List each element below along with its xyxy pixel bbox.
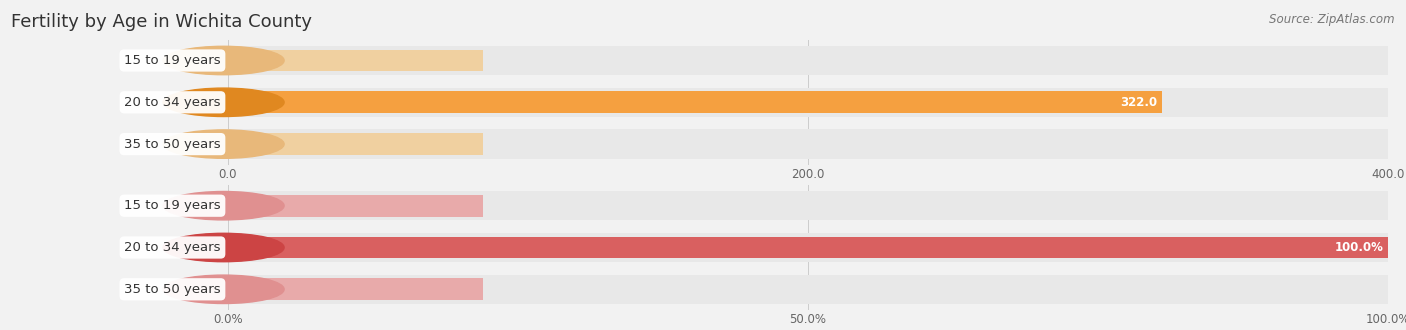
Bar — [228, 237, 484, 258]
Text: 35 to 50 years: 35 to 50 years — [124, 138, 221, 150]
Bar — [228, 133, 484, 155]
Bar — [228, 275, 1388, 304]
Text: 20 to 34 years: 20 to 34 years — [124, 241, 221, 254]
Bar — [228, 46, 1388, 75]
Bar — [228, 233, 1388, 262]
Bar — [228, 129, 1388, 159]
Text: 15 to 19 years: 15 to 19 years — [124, 54, 221, 67]
Text: 100.0%: 100.0% — [1334, 241, 1384, 254]
Text: 0.0: 0.0 — [242, 138, 260, 150]
Bar — [228, 191, 1388, 220]
Text: 0.0%: 0.0% — [242, 283, 271, 296]
Text: 0.0%: 0.0% — [242, 199, 271, 212]
Bar — [228, 237, 1388, 258]
Bar — [228, 195, 484, 216]
Bar — [228, 91, 1161, 113]
Text: 0.0: 0.0 — [242, 54, 260, 67]
Text: 15 to 19 years: 15 to 19 years — [124, 199, 221, 212]
Bar — [228, 50, 484, 71]
Text: 322.0: 322.0 — [1119, 96, 1157, 109]
Text: Source: ZipAtlas.com: Source: ZipAtlas.com — [1270, 13, 1395, 26]
Text: 35 to 50 years: 35 to 50 years — [124, 283, 221, 296]
Bar — [228, 91, 484, 113]
Text: 20 to 34 years: 20 to 34 years — [124, 96, 221, 109]
Bar — [228, 88, 1388, 117]
Text: Fertility by Age in Wichita County: Fertility by Age in Wichita County — [11, 13, 312, 31]
Bar — [228, 279, 484, 300]
